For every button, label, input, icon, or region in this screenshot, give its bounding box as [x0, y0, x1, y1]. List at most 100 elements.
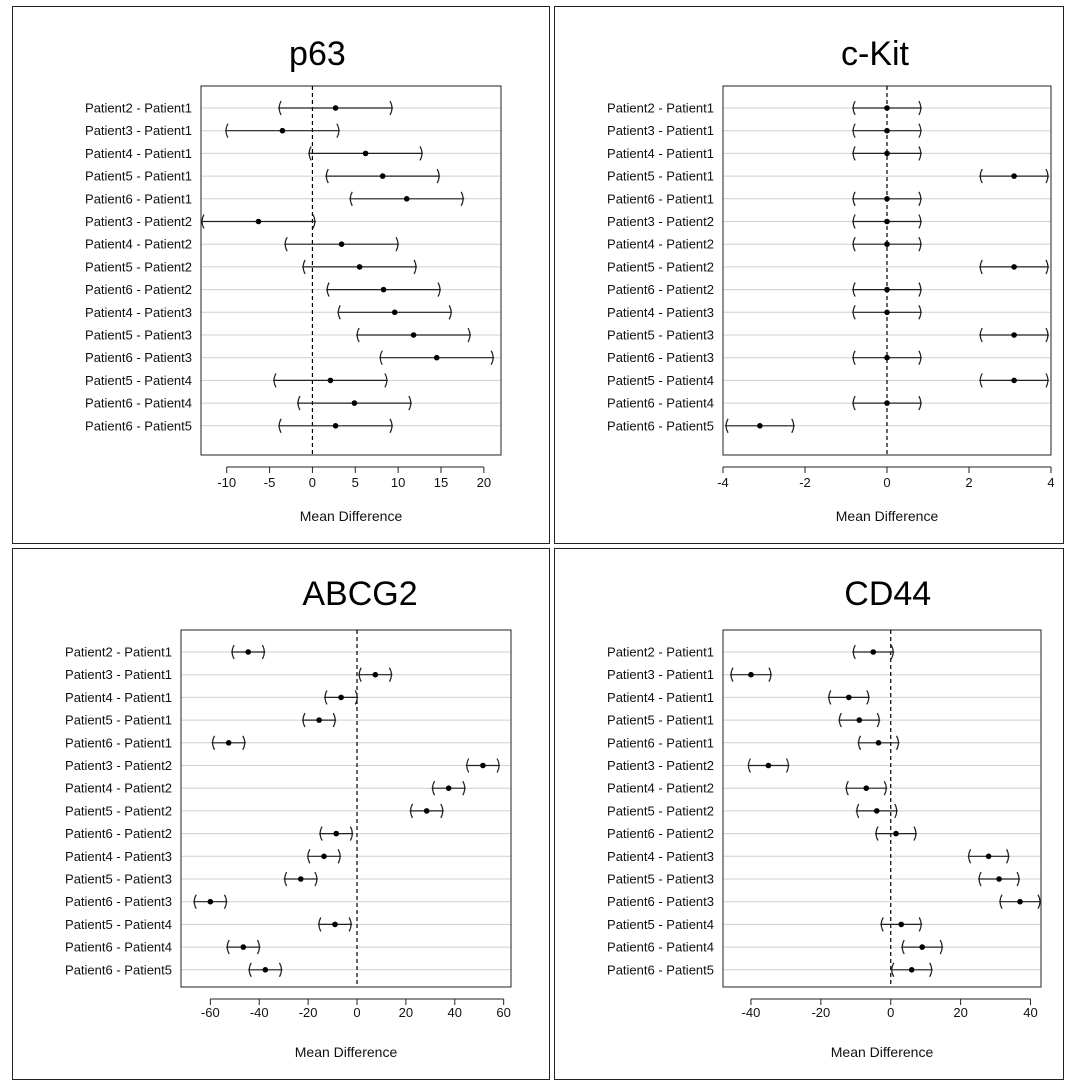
comparison-label: Patient5 - Patient2 — [65, 803, 172, 818]
interval-lower-bracket — [349, 191, 353, 207]
comparison-label: Patient3 - Patient2 — [607, 214, 714, 229]
mean-difference-point — [765, 762, 772, 769]
interval-upper-bracket — [918, 146, 922, 161]
interval-lower-bracket — [852, 146, 856, 161]
mean-difference-point — [846, 694, 852, 701]
comparison-label: Patient5 - Patient3 — [85, 328, 192, 343]
x-tick-label: 0 — [883, 475, 890, 490]
x-tick-label: -40 — [742, 1005, 761, 1020]
interval-upper-bracket — [436, 168, 440, 184]
x-tick-label: -20 — [299, 1005, 318, 1020]
x-tick-label: -2 — [799, 475, 811, 490]
comparison-label: Patient3 - Patient1 — [607, 123, 714, 138]
mean-difference-point — [757, 423, 763, 429]
interval-lower-bracket — [201, 214, 205, 229]
comparison-label: Patient5 - Patient1 — [607, 169, 714, 184]
chart-title: CD44 — [844, 575, 931, 613]
comparison-label: Patient6 - Patient3 — [85, 350, 192, 365]
comparison-label: Patient5 - Patient1 — [85, 169, 192, 184]
x-tick-label: 4 — [1047, 475, 1054, 490]
interval-lower-bracket — [193, 894, 197, 909]
panel-cd44: CD44 Patient2 - Patient1 Patient3 - Patien… — [554, 548, 1064, 1080]
interval-upper-bracket — [939, 939, 943, 955]
interval-lower-bracket — [852, 123, 856, 138]
interval-upper-bracket — [440, 803, 444, 819]
mean-difference-point — [351, 400, 358, 406]
mean-difference-point — [379, 173, 386, 179]
interval-upper-bracket — [918, 191, 922, 207]
interval-upper-bracket — [462, 780, 466, 796]
comparison-label: Patient4 - Patient2 — [85, 237, 192, 252]
interval-upper-bracket — [1037, 894, 1041, 909]
mean-difference-point — [332, 105, 339, 111]
comparison-label: Patient5 - Patient3 — [65, 872, 172, 887]
mean-difference-point — [1011, 332, 1017, 338]
interval-lower-bracket — [845, 780, 849, 796]
panel-p63: p63 Patient2 - Patient1 Patient3 - Patient… — [12, 6, 550, 544]
x-tick-label: -5 — [264, 475, 276, 490]
interval-upper-bracket — [384, 373, 388, 388]
comparison-label: Patient6 - Patient1 — [607, 735, 714, 750]
chart-abcg2: ABCG2 Patient2 - Patient1 Patient3 - Patie… — [65, 575, 512, 1060]
mean-difference-point — [884, 241, 890, 247]
comparison-label: Patient6 - Patient3 — [65, 894, 172, 909]
interval-lower-bracket — [968, 849, 972, 864]
comparison-label: Patient2 - Patient1 — [607, 101, 714, 116]
mean-difference-point — [391, 309, 398, 316]
interval-lower-bracket — [284, 871, 288, 887]
mean-difference-point — [332, 921, 338, 928]
comparison-label: Patient2 - Patient1 — [65, 645, 172, 660]
interval-lower-bracket — [856, 803, 860, 819]
chart-title: p63 — [289, 35, 346, 73]
mean-difference-point — [870, 649, 877, 655]
x-tick-label: 0 — [309, 475, 316, 490]
interval-lower-bracket — [326, 282, 330, 297]
interval-upper-bracket — [261, 644, 265, 660]
mean-difference-point — [1011, 377, 1017, 384]
mean-difference-point — [884, 309, 890, 316]
comparison-label: Patient6 - Patient5 — [607, 418, 714, 433]
interval-upper-bracket — [918, 917, 922, 932]
mean-difference-point — [445, 785, 452, 791]
comparison-label: Patient2 - Patient1 — [607, 645, 714, 660]
x-tick-label: 5 — [352, 475, 359, 490]
mean-difference-point — [884, 196, 890, 202]
comparison-label: Patient6 - Patient1 — [85, 191, 192, 206]
interval-lower-bracket — [273, 373, 277, 388]
interval-lower-bracket — [211, 735, 216, 751]
comparison-label: Patient3 - Patient1 — [65, 667, 172, 682]
comparison-label: Patient6 - Patient4 — [85, 396, 192, 411]
interval-lower-bracket — [308, 146, 312, 161]
comparison-label: Patient3 - Patient2 — [65, 758, 172, 773]
x-tick-label: -60 — [201, 1005, 220, 1020]
interval-lower-bracket — [278, 418, 282, 434]
interval-upper-bracket — [918, 214, 922, 229]
interval-upper-bracket — [1045, 327, 1049, 343]
mean-difference-point — [1011, 173, 1017, 179]
mean-difference-point — [327, 377, 334, 384]
interval-lower-bracket — [891, 962, 895, 978]
comparison-label: Patient5 - Patient1 — [65, 713, 172, 728]
comparison-label: Patient4 - Patient1 — [607, 690, 714, 705]
mean-difference-point — [884, 150, 890, 157]
interval-upper-bracket — [913, 826, 917, 841]
interval-lower-bracket — [852, 236, 856, 252]
interval-lower-bracket — [852, 282, 856, 297]
mean-difference-point — [240, 944, 247, 950]
interval-lower-bracket — [302, 712, 306, 728]
mean-difference-point — [372, 671, 379, 678]
interval-upper-bracket — [890, 644, 894, 660]
mean-difference-point — [225, 740, 232, 746]
comparison-label: Patient6 - Patient3 — [607, 350, 714, 365]
interval-upper-bracket — [785, 758, 789, 773]
x-axis-title: Mean Difference — [295, 1044, 398, 1060]
x-tick-label: 20 — [399, 1005, 413, 1020]
x-axis-title: Mean Difference — [831, 1044, 934, 1060]
x-tick-label: 10 — [391, 475, 405, 490]
interval-upper-bracket — [413, 259, 417, 275]
comparison-label: Patient6 - Patient5 — [607, 962, 714, 977]
comparison-label: Patient6 - Patient1 — [607, 191, 714, 206]
interval-lower-bracket — [838, 712, 842, 728]
comparison-label: Patient6 - Patient4 — [607, 940, 714, 955]
interval-lower-bracket — [225, 123, 229, 138]
